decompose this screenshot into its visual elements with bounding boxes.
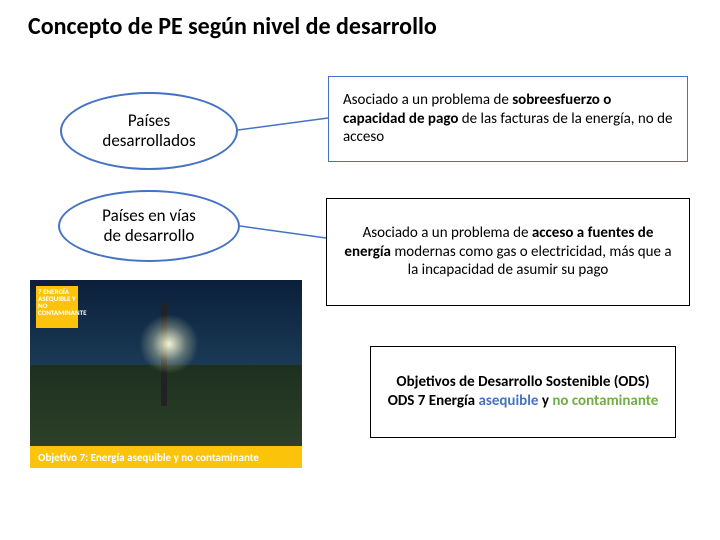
box-developing-desc: Asociado a un problema de acceso a fuent… [326, 198, 690, 306]
box-ods: Objetivos de Desarrollo Sostenible (ODS)… [370, 346, 676, 438]
img-light [139, 314, 199, 374]
ellipse-developing: Países en víasde desarrollo [58, 190, 240, 262]
page-title: Concepto de PE según nivel de desarrollo [28, 12, 437, 41]
box-developing-text: Asociado a un problema de acceso a fuent… [341, 224, 675, 280]
sdg-badge: 7 ENERGÍA ASEQUIBLE Y NO CONTAMINANTE [36, 286, 78, 328]
ellipse-developed-label: Paísesdesarrollados [102, 111, 195, 150]
ellipse-developed: Paísesdesarrollados [60, 92, 238, 170]
sdg-caption: Objetivo 7: Energía asequible y no conta… [30, 446, 302, 468]
connector-developing [238, 224, 328, 240]
ellipse-developing-label: Países en víasde desarrollo [102, 206, 196, 245]
box-developed-text: Asociado a un problema de sobreesfuerzo … [343, 91, 673, 147]
sdg7-image: 7 ENERGÍA ASEQUIBLE Y NO CONTAMINANTE Ob… [30, 280, 302, 468]
connector-developed [236, 116, 330, 132]
box-ods-text: Objetivos de Desarrollo Sostenible (ODS)… [385, 373, 661, 411]
box-developed-desc: Asociado a un problema de sobreesfuerzo … [328, 76, 688, 162]
